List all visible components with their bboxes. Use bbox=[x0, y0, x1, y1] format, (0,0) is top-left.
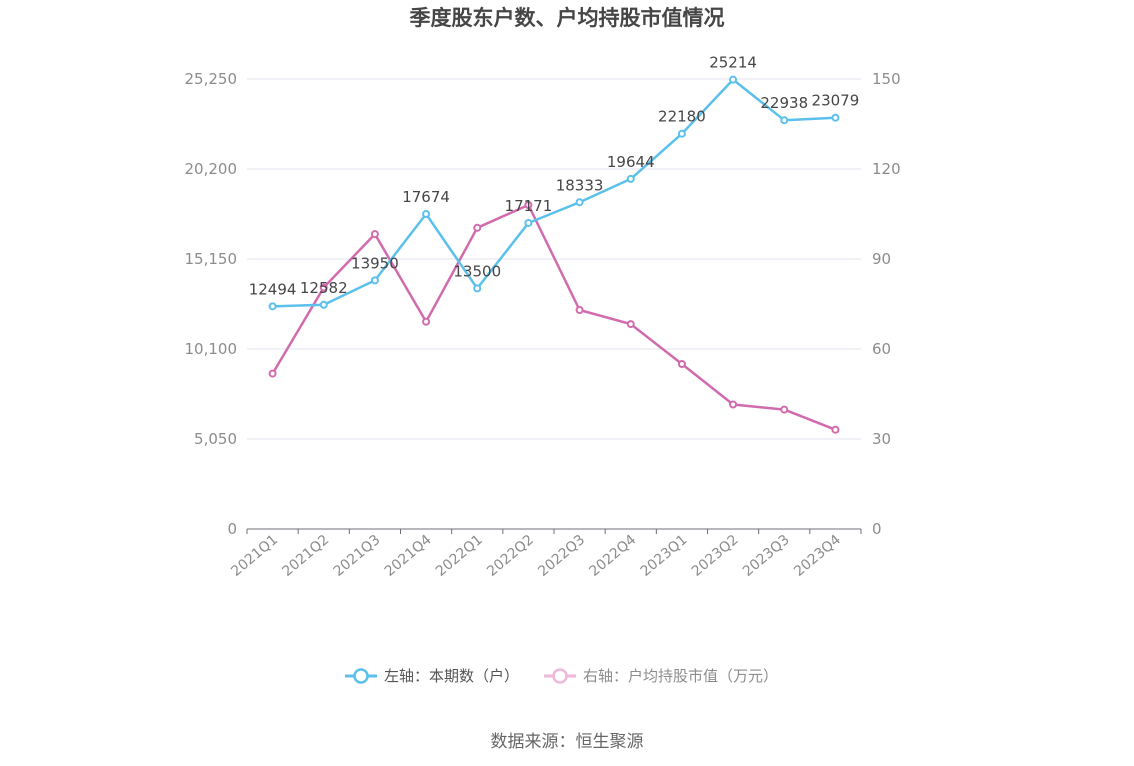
series-line-market-value bbox=[271, 203, 836, 431]
data-point[interactable] bbox=[831, 425, 840, 434]
data-label: 23079 bbox=[812, 92, 860, 110]
data-label: 12582 bbox=[300, 279, 348, 297]
data-point[interactable] bbox=[626, 174, 635, 183]
legend-households-label: 左轴：本期数（户） bbox=[384, 667, 519, 685]
data-label: 22180 bbox=[658, 108, 706, 126]
data-point[interactable] bbox=[268, 302, 277, 311]
data-label: 17171 bbox=[505, 197, 553, 215]
data-point[interactable] bbox=[268, 369, 277, 378]
right-axis-tick-label: 150 bbox=[872, 70, 901, 88]
x-axis-tick-label: 2021Q3 bbox=[331, 532, 384, 580]
data-point[interactable] bbox=[319, 283, 328, 292]
data-point[interactable] bbox=[831, 113, 840, 122]
data-source: 数据来源：恒生聚源 bbox=[491, 732, 644, 752]
data-point[interactable] bbox=[575, 198, 584, 207]
data-point[interactable] bbox=[626, 320, 635, 329]
data-point[interactable] bbox=[319, 300, 328, 309]
data-label: 22938 bbox=[760, 94, 808, 112]
data-point[interactable] bbox=[370, 230, 379, 239]
data-point[interactable] bbox=[729, 75, 738, 84]
left-axis-tick-label: 25,250 bbox=[185, 70, 238, 88]
axes: 0 0 5,050 30 10,100 60 15,150 90 20,200 120 25,250… bbox=[185, 70, 901, 580]
right-axis-tick-label: 0 bbox=[872, 520, 882, 538]
x-axis-tick-label: 2022Q4 bbox=[586, 532, 639, 580]
left-axis-tick-label: 10,100 bbox=[185, 340, 238, 358]
data-label: 13500 bbox=[453, 262, 501, 280]
legend-market-value-label: 右轴：户均持股市值（万元） bbox=[583, 667, 778, 685]
data-point[interactable] bbox=[370, 276, 379, 285]
x-axis-tick-label: 2021Q1 bbox=[228, 532, 281, 580]
series-lines bbox=[268, 75, 840, 434]
left-axis-tick-label: 20,200 bbox=[185, 160, 238, 178]
data-point[interactable] bbox=[729, 400, 738, 409]
data-point[interactable] bbox=[780, 116, 789, 125]
left-axis-tick-label: 5,050 bbox=[194, 430, 237, 448]
data-point[interactable] bbox=[677, 129, 686, 138]
data-point[interactable] bbox=[524, 218, 533, 227]
right-axis-tick-label: 30 bbox=[872, 430, 891, 448]
data-point[interactable] bbox=[575, 306, 584, 314]
data-label: 25214 bbox=[709, 54, 757, 72]
x-axis-tick-label: 2021Q4 bbox=[382, 532, 435, 580]
x-axis-tick-label: 2023Q1 bbox=[638, 532, 691, 580]
right-axis-tick-label: 60 bbox=[872, 340, 891, 358]
x-axis-tick-label: 2022Q3 bbox=[535, 532, 588, 580]
x-axis-tick-label: 2023Q2 bbox=[689, 532, 742, 580]
data-point[interactable] bbox=[524, 201, 533, 209]
legend: 左轴：本期数（户） 右轴：户均持股市值（万元） bbox=[345, 667, 778, 685]
right-axis-tick-label: 90 bbox=[872, 250, 891, 268]
legend-item-households[interactable]: 左轴：本期数（户） bbox=[345, 667, 519, 685]
data-point[interactable] bbox=[473, 223, 482, 232]
data-label: 12494 bbox=[249, 280, 297, 298]
data-point[interactable] bbox=[677, 360, 686, 368]
legend-households-marker bbox=[353, 668, 369, 684]
data-point[interactable] bbox=[422, 317, 431, 326]
x-axis-tick-label: 2022Q1 bbox=[433, 532, 486, 580]
x-axis-tick-label: 2023Q3 bbox=[740, 532, 793, 580]
right-axis-tick-label: 120 bbox=[872, 160, 901, 178]
series-line-households bbox=[272, 78, 836, 308]
legend-market-value-marker bbox=[552, 668, 568, 684]
data-point[interactable] bbox=[473, 284, 482, 293]
x-axis-tick-label: 2023Q4 bbox=[791, 532, 844, 580]
data-label: 13950 bbox=[351, 254, 399, 272]
left-axis-tick-label: 0 bbox=[227, 520, 237, 538]
x-axis-tick-label: 2022Q2 bbox=[484, 532, 537, 580]
chart-title: 季度股东户数、户均持股市值情况 bbox=[410, 6, 725, 30]
legend-item-market-value[interactable]: 右轴：户均持股市值（万元） bbox=[544, 667, 778, 685]
data-label: 17674 bbox=[402, 188, 450, 206]
data-point[interactable] bbox=[780, 405, 789, 414]
x-axis-tick-label: 2021Q2 bbox=[279, 532, 332, 580]
left-axis-tick-label: 15,150 bbox=[185, 250, 238, 268]
data-label: 18333 bbox=[556, 176, 604, 194]
data-point[interactable] bbox=[422, 210, 431, 219]
data-label: 19644 bbox=[607, 153, 655, 171]
